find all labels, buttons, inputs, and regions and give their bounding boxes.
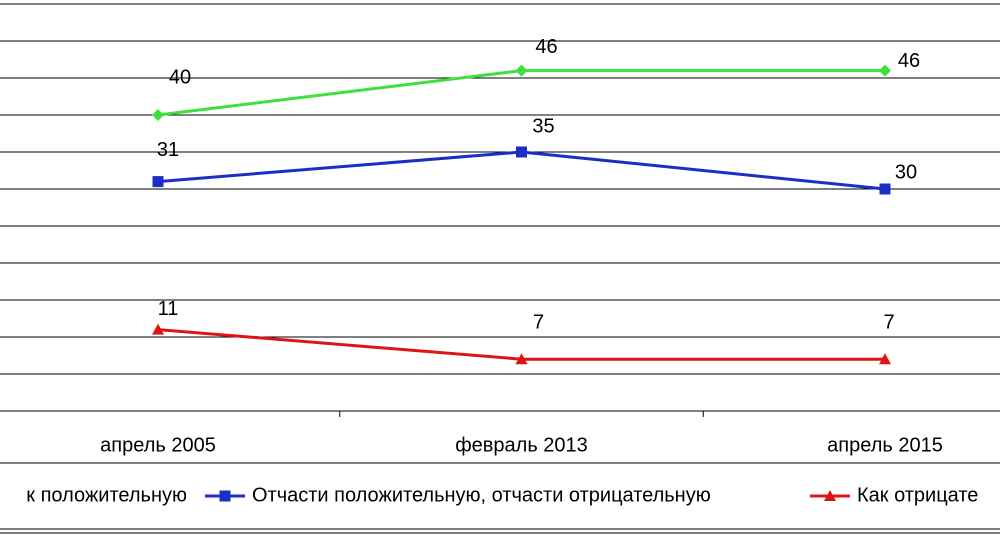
data-label: 7	[883, 311, 894, 333]
line	[157, 150, 886, 191]
x-tick-label: апрель 2005	[100, 434, 216, 456]
marker	[515, 64, 528, 77]
marker	[879, 353, 891, 365]
data-label: 46	[898, 50, 920, 72]
marker	[152, 109, 164, 121]
data-label: 31	[157, 139, 179, 161]
legend-label: к положительную	[26, 484, 187, 506]
data-label: 7	[533, 311, 544, 333]
marker	[516, 146, 527, 158]
data-label: 11	[158, 298, 179, 320]
x-tick-label: февраль 2013	[455, 434, 588, 456]
legend-label: Как отрицате	[857, 484, 978, 506]
data-label: 46	[535, 36, 557, 58]
marker	[515, 353, 528, 365]
line	[157, 69, 885, 117]
marker	[152, 176, 164, 188]
legend-label: Отчасти положительную, отчасти отрицател…	[252, 484, 711, 506]
marker	[152, 323, 164, 335]
data-label: 30	[895, 161, 917, 183]
marker	[879, 64, 891, 77]
marker	[879, 183, 891, 195]
x-tick-label: апрель 2015	[827, 434, 943, 456]
marker	[219, 490, 231, 502]
data-label: 35	[532, 115, 554, 137]
marker	[824, 490, 836, 501]
data-label: 40	[169, 66, 191, 88]
